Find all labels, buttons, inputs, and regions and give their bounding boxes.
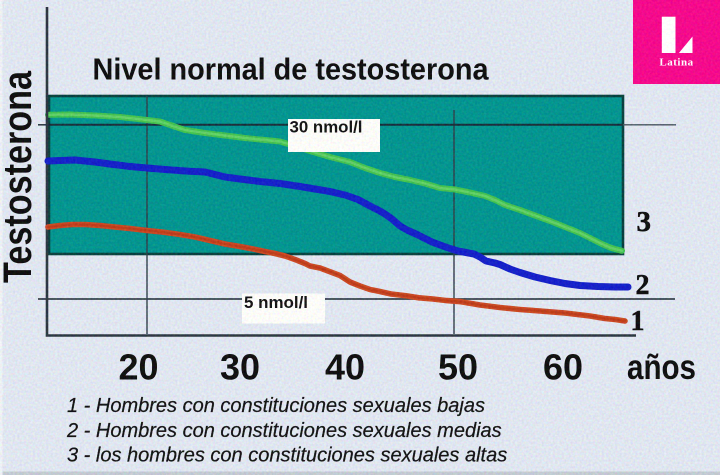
svg-text:2: 2 <box>636 270 650 301</box>
svg-text:1: 1 <box>631 306 645 337</box>
svg-text:2 - Hombres con constituciones: 2 - Hombres con constituciones sexuales … <box>66 420 502 442</box>
svg-text:40: 40 <box>325 347 365 388</box>
svg-text:30: 30 <box>220 347 260 388</box>
svg-text:50: 50 <box>438 347 478 388</box>
svg-text:Nivel normal de testosterona: Nivel normal de testosterona <box>93 52 490 87</box>
svg-text:años: años <box>627 348 696 387</box>
svg-text:60: 60 <box>543 347 583 388</box>
svg-text:Latina: Latina <box>659 57 693 69</box>
svg-text:1 - Hombres con constituciones: 1 - Hombres con constituciones sexuales … <box>67 395 485 417</box>
svg-text:3: 3 <box>637 206 652 238</box>
svg-text:3 - los hombres con constituci: 3 - los hombres con constituciones sexua… <box>67 445 507 467</box>
svg-text:5 nmol/l: 5 nmol/l <box>244 294 308 312</box>
svg-text:20: 20 <box>119 347 159 388</box>
svg-text:Testosterona: Testosterona <box>0 70 40 283</box>
svg-text:30 nmol/l: 30 nmol/l <box>290 119 363 137</box>
